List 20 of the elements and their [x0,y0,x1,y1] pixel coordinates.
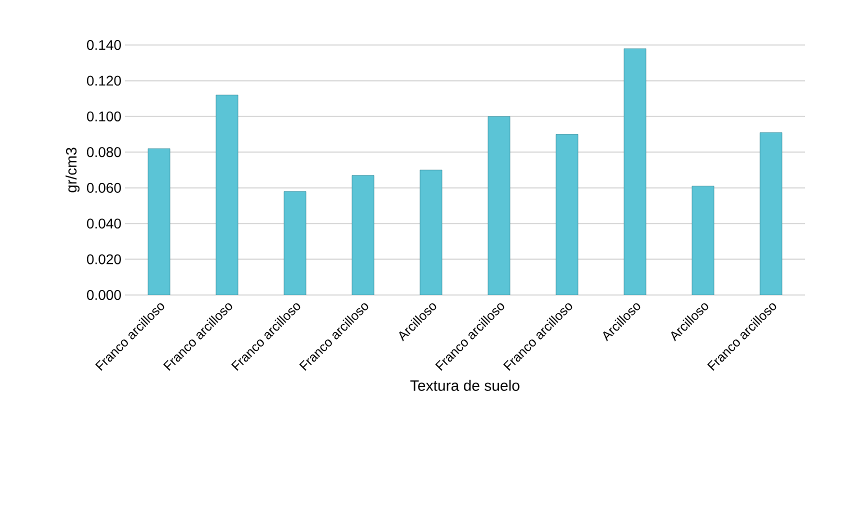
bar [488,116,510,295]
bar [148,148,170,295]
y-tick-label: 0.120 [86,76,121,86]
bar [284,191,306,295]
y-tick-label: 0.100 [86,111,121,122]
y-tick-label: 0.040 [86,218,121,229]
y-tick-label: 0.140 [86,40,121,50]
bar [420,170,442,295]
y-tick-label: 0.000 [86,290,121,300]
bar [216,94,238,295]
y-tick-label: 0.020 [86,254,121,264]
y-axis-title: gr/cm3 [66,148,80,192]
x-axis-title: Textura de suelo [410,380,520,391]
y-tick-label: 0.080 [86,147,121,158]
y-tick-label: 0.060 [86,182,121,193]
bar [624,48,646,295]
bar [760,132,782,295]
bar [352,175,374,295]
bar [692,186,714,295]
bar [556,134,578,295]
